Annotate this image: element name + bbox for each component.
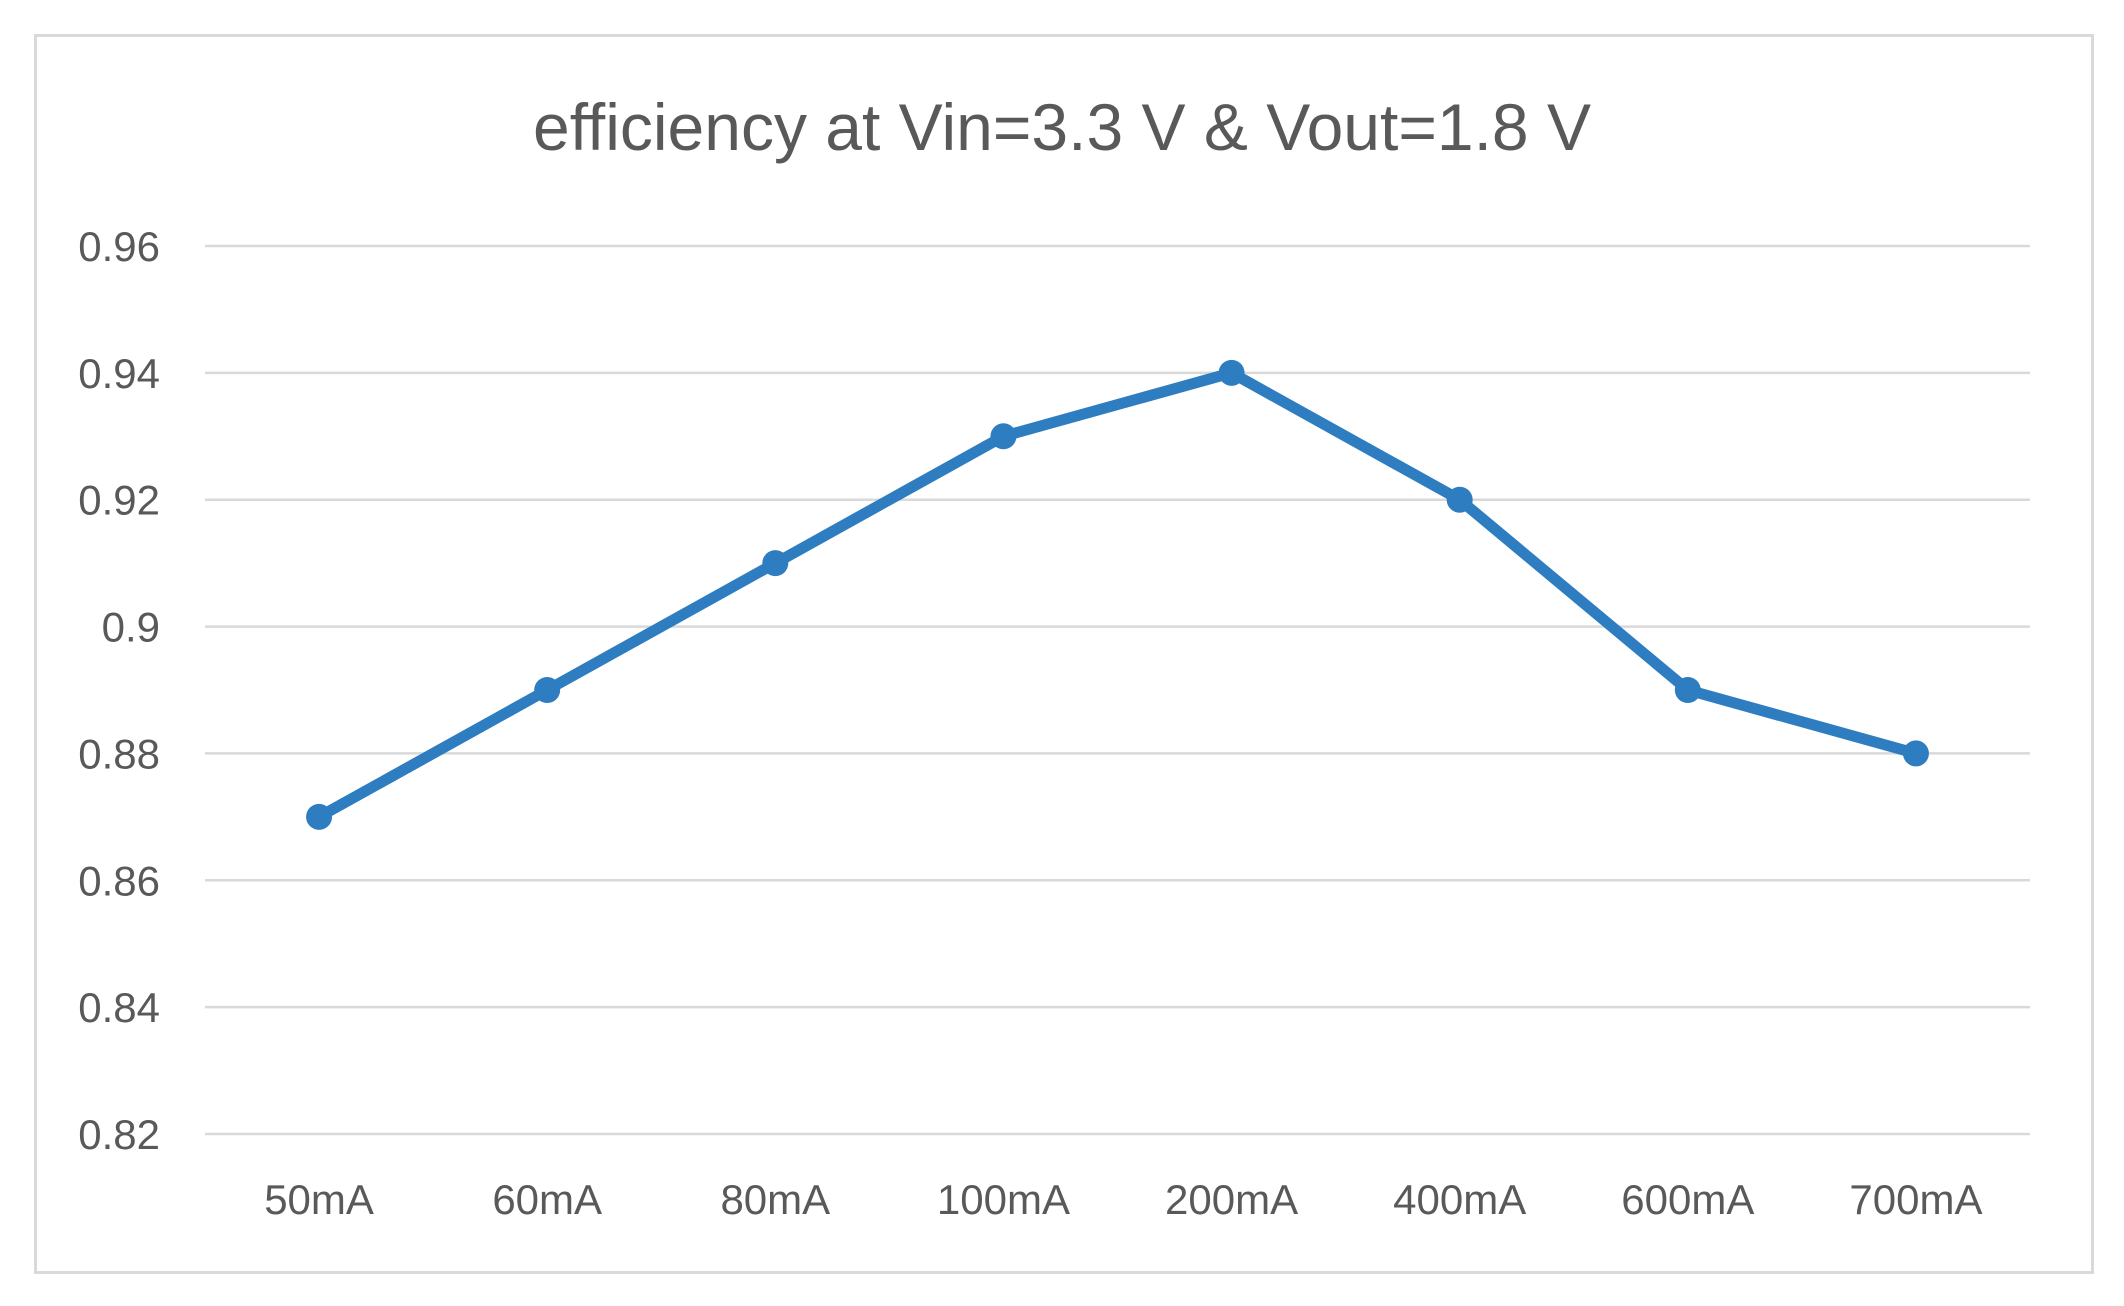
chart-title: efficiency at Vin=3.3 V & Vout=1.8 V — [533, 90, 1591, 164]
x-tick-label: 700mA — [1849, 1176, 1982, 1223]
x-tick-label: 100mA — [937, 1176, 1070, 1223]
data-point-100mA — [990, 423, 1017, 450]
data-point-50mA — [306, 803, 333, 830]
y-axis-tick-labels: 0.82 0.84 0.86 0.88 0.9 0.92 0.94 0.96 — [78, 223, 160, 1158]
x-tick-label: 50mA — [264, 1176, 374, 1223]
data-point-80mA — [762, 550, 789, 577]
data-point-700mA — [1902, 740, 1929, 767]
y-tick-label: 0.9 — [102, 604, 160, 651]
x-tick-label: 400mA — [1393, 1176, 1526, 1223]
y-tick-label: 0.86 — [78, 857, 160, 904]
series-layer — [306, 359, 1929, 830]
y-tick-label: 0.84 — [78, 984, 160, 1031]
data-point-200mA — [1218, 359, 1245, 386]
x-axis-tick-labels: 50mA 60mA 80mA 100mA 200mA 400mA 600mA 700mA — [264, 1176, 1982, 1223]
data-point-60mA — [534, 677, 561, 703]
y-tick-label: 0.82 — [78, 1111, 160, 1158]
y-tick-label: 0.92 — [78, 477, 160, 524]
data-point-400mA — [1446, 486, 1473, 513]
chart-frame — [34, 34, 2094, 1274]
y-tick-label: 0.94 — [78, 350, 160, 397]
series-line-0 — [313, 367, 1922, 823]
data-point-600mA — [1674, 677, 1701, 703]
x-tick-label: 60mA — [492, 1176, 602, 1223]
gridlines — [205, 244, 2030, 1136]
y-tick-label: 0.96 — [78, 223, 160, 270]
y-tick-label: 0.88 — [78, 730, 160, 777]
x-tick-label: 600mA — [1621, 1176, 1754, 1223]
x-tick-label: 200mA — [1165, 1176, 1298, 1223]
x-tick-label: 80mA — [720, 1176, 830, 1223]
